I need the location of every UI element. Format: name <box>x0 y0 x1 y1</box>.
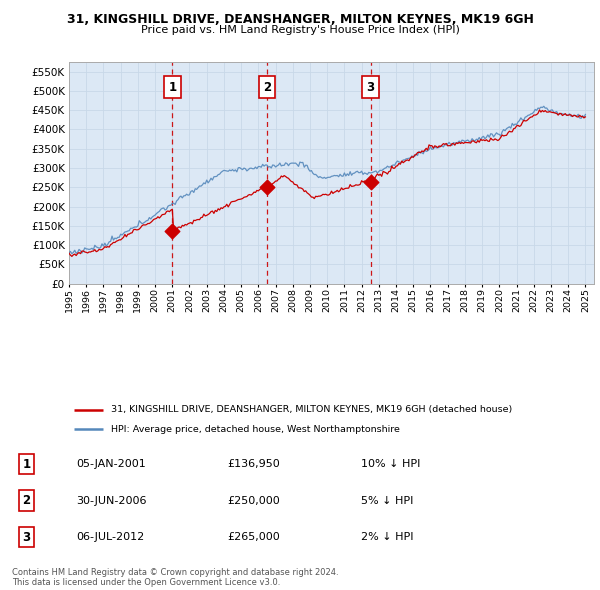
Text: Contains HM Land Registry data © Crown copyright and database right 2024.
This d: Contains HM Land Registry data © Crown c… <box>12 568 338 587</box>
Text: HPI: Average price, detached house, West Northamptonshire: HPI: Average price, detached house, West… <box>111 425 400 434</box>
Text: £265,000: £265,000 <box>227 532 280 542</box>
Point <box>366 177 376 186</box>
Text: 2: 2 <box>263 80 271 94</box>
Text: 2: 2 <box>22 494 31 507</box>
Text: £136,950: £136,950 <box>227 459 280 469</box>
Text: Price paid vs. HM Land Registry's House Price Index (HPI): Price paid vs. HM Land Registry's House … <box>140 25 460 35</box>
Text: 3: 3 <box>22 530 31 543</box>
Text: 1: 1 <box>169 80 176 94</box>
Text: 5% ↓ HPI: 5% ↓ HPI <box>361 496 413 506</box>
Point <box>262 182 272 192</box>
Text: 3: 3 <box>367 80 374 94</box>
Text: 06-JUL-2012: 06-JUL-2012 <box>76 532 144 542</box>
Text: 1: 1 <box>22 458 31 471</box>
Text: 31, KINGSHILL DRIVE, DEANSHANGER, MILTON KEYNES, MK19 6GH (detached house): 31, KINGSHILL DRIVE, DEANSHANGER, MILTON… <box>111 405 512 414</box>
Point <box>167 226 177 235</box>
Text: 31, KINGSHILL DRIVE, DEANSHANGER, MILTON KEYNES, MK19 6GH: 31, KINGSHILL DRIVE, DEANSHANGER, MILTON… <box>67 13 533 26</box>
Text: 10% ↓ HPI: 10% ↓ HPI <box>361 459 421 469</box>
Text: 30-JUN-2006: 30-JUN-2006 <box>76 496 146 506</box>
Text: £250,000: £250,000 <box>227 496 280 506</box>
Text: 2% ↓ HPI: 2% ↓ HPI <box>361 532 414 542</box>
Text: 05-JAN-2001: 05-JAN-2001 <box>76 459 146 469</box>
